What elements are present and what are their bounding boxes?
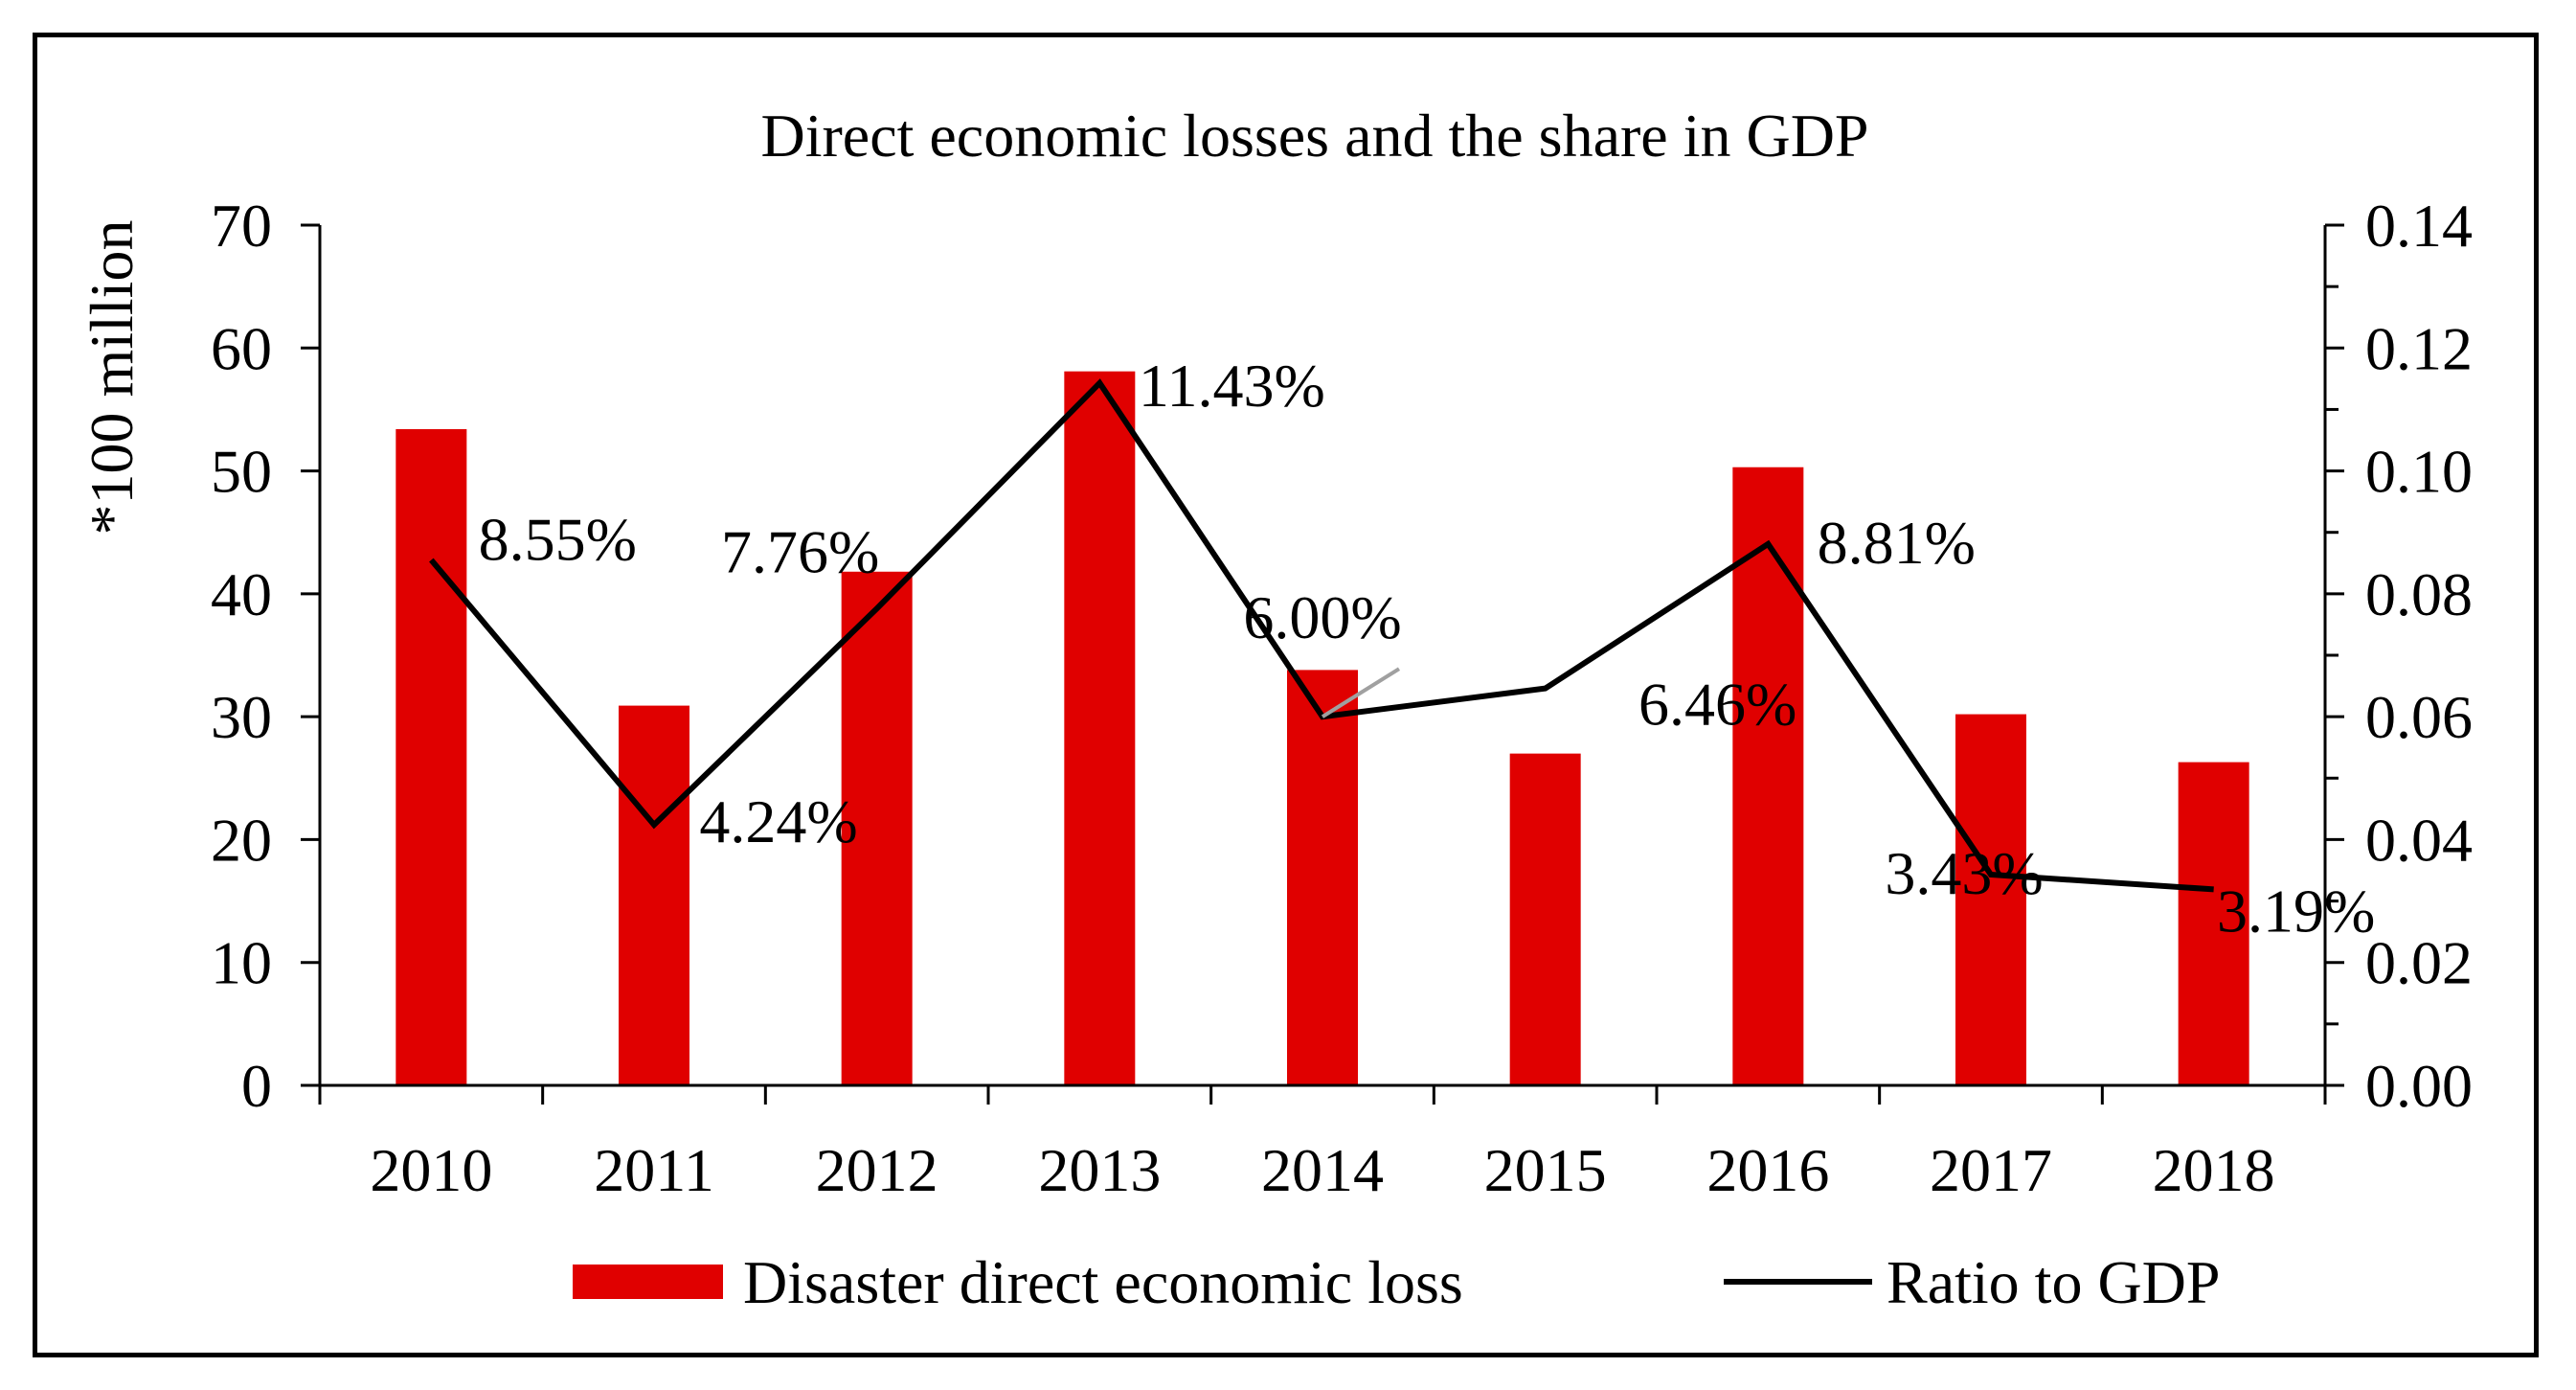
data-label-2013: 11.43%: [1139, 352, 1325, 420]
bar-2018: [2178, 762, 2249, 1085]
x-tick-label-2015: 2015: [1484, 1136, 1607, 1204]
y-tick-label-left: 0: [241, 1052, 272, 1120]
y-tick-label-right: 0.06: [2365, 683, 2473, 751]
data-label-2012: 7.76%: [721, 517, 879, 585]
y-axis-label: *100 million: [78, 220, 146, 535]
chart-title: Direct economic losses and the share in …: [760, 102, 1868, 170]
data-label-2014: 6.00%: [1243, 583, 1401, 651]
y-tick-label-right: 0.14: [2365, 192, 2473, 260]
y-tick-label-left: 20: [211, 806, 272, 874]
y-tick-label-right: 0.12: [2365, 314, 2473, 382]
bar-2010: [395, 428, 467, 1085]
legend-swatch-bar: [573, 1265, 723, 1299]
data-label-2018: 3.19%: [2217, 877, 2375, 945]
legend-label-bar: Disaster direct economic loss: [743, 1248, 1463, 1316]
bar-2011: [619, 705, 689, 1085]
x-tick-label-2016: 2016: [1706, 1136, 1829, 1204]
bar-2017: [1955, 714, 2026, 1085]
y-tick-label-left: 50: [211, 438, 272, 506]
x-tick-label-2017: 2017: [1930, 1136, 2052, 1204]
x-tick-label-2018: 2018: [2153, 1136, 2275, 1204]
y-tick-label-right: 0.00: [2365, 1052, 2473, 1120]
data-label-2011: 4.24%: [699, 787, 857, 855]
bar-2016: [1732, 467, 1804, 1085]
data-label-2010: 8.55%: [479, 506, 637, 574]
data-label-2017: 3.43%: [1885, 839, 2043, 907]
x-tick-label-2013: 2013: [1038, 1136, 1161, 1204]
data-label-leader-2014: [1321, 667, 1401, 718]
y-tick-label-left: 40: [211, 560, 272, 628]
y-tick-label-left: 70: [211, 192, 272, 260]
bar-2014: [1287, 670, 1358, 1085]
bar-2013: [1064, 371, 1136, 1085]
y-tick-label-left: 30: [211, 683, 272, 751]
y-tick-label-right: 0.02: [2365, 929, 2473, 997]
y-tick-label-right: 0.10: [2365, 438, 2473, 506]
y-tick-label-left: 10: [211, 929, 272, 997]
data-label-2015: 6.46%: [1638, 671, 1796, 739]
chart-frame: [33, 33, 2539, 1357]
legend-label-line: Ratio to GDP: [1887, 1248, 2220, 1316]
x-tick-label-2014: 2014: [1261, 1136, 1384, 1204]
y-tick-label-right: 0.04: [2365, 806, 2473, 874]
y-tick-label-left: 60: [211, 314, 272, 382]
y-tick-label-right: 0.08: [2365, 560, 2473, 628]
bar-2012: [841, 571, 913, 1085]
bar-2015: [1509, 753, 1581, 1085]
x-tick-label-2011: 2011: [594, 1136, 714, 1204]
x-tick-label-2010: 2010: [370, 1136, 492, 1204]
x-tick-label-2012: 2012: [816, 1136, 938, 1204]
data-label-2016: 8.81%: [1818, 509, 1976, 577]
